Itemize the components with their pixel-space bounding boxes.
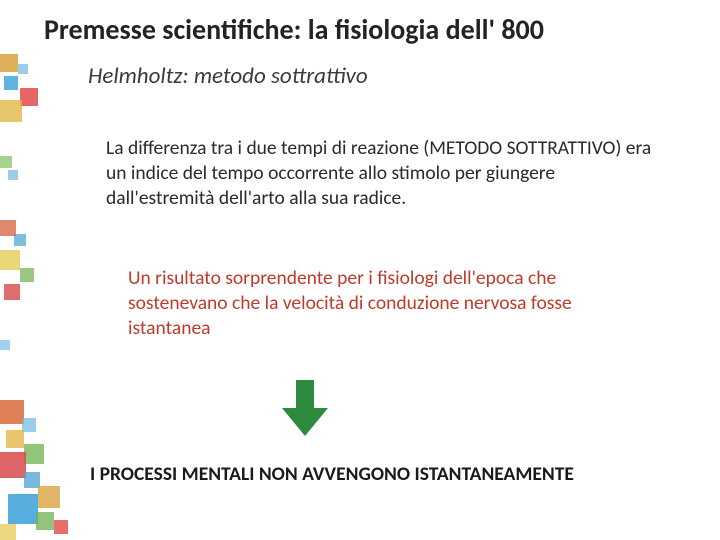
conclusion-text: I PROCESSI MENTALI NON AVVENGONO ISTANTA… — [90, 462, 690, 486]
decorative-squares — [0, 0, 100, 540]
down-arrow-icon — [282, 380, 328, 441]
slide-title: Premesse scientifiche: la fisiologia del… — [44, 12, 544, 47]
slide-subtitle: Helmholtz: metodo sottrattivo — [88, 62, 368, 90]
paragraph-2: Un risultato sorprendente per i fisiolog… — [128, 266, 638, 341]
paragraph-1: La differenza tra i due tempi di reazion… — [106, 136, 656, 211]
